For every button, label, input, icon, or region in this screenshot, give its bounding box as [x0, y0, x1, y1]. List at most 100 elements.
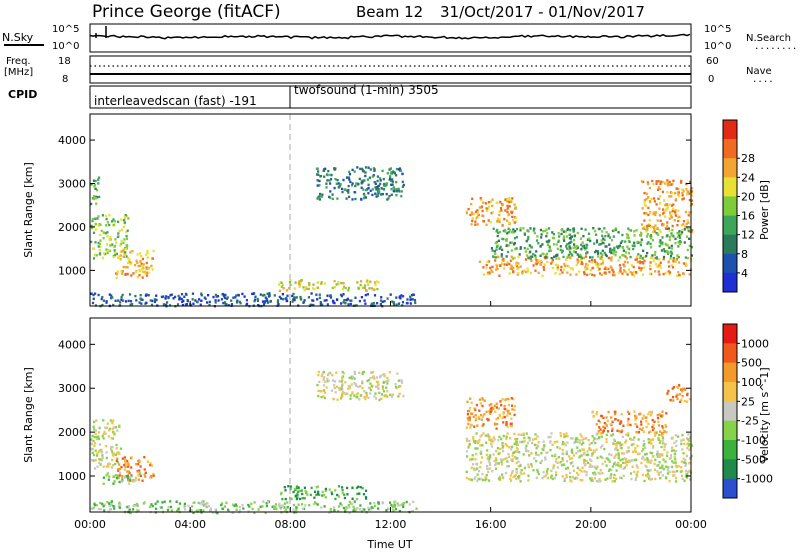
range-gate-cell — [676, 232, 679, 235]
range-gate-cell — [364, 397, 367, 401]
range-gate-cell — [676, 224, 679, 227]
range-gate-cell — [619, 476, 622, 479]
range-gate-cell — [373, 501, 376, 505]
range-gate-cell — [565, 432, 568, 435]
range-gate-cell — [506, 414, 509, 417]
range-gate-cell — [291, 300, 294, 303]
range-gate-cell — [642, 180, 645, 184]
range-gate-cell — [645, 212, 648, 215]
range-gate-cell — [474, 414, 477, 417]
range-gate-cell — [364, 196, 367, 199]
range-gate-cell — [127, 465, 130, 468]
range-gate-cell — [662, 458, 665, 461]
range-gate-cell — [569, 229, 572, 232]
range-gate-cell — [359, 283, 362, 287]
range-gate-cell — [128, 293, 132, 296]
range-gate-cell — [551, 258, 554, 261]
range-gate-cell — [682, 220, 685, 223]
range-gate-cell — [625, 270, 628, 274]
range-gate-cell — [109, 235, 112, 239]
range-gate-cell — [622, 254, 625, 257]
range-gate-cell — [544, 229, 547, 233]
range-gate-cell — [281, 283, 284, 287]
range-gate-cell — [129, 479, 132, 482]
range-gate-cell — [160, 295, 163, 299]
range-gate-cell — [120, 228, 124, 231]
range-gate-cell — [353, 394, 356, 397]
range-gate-cell — [582, 235, 585, 238]
range-gate-cell — [532, 229, 535, 232]
range-gate-cell — [330, 389, 333, 392]
range-gate-cell — [362, 188, 365, 191]
range-gate-cell — [340, 380, 343, 383]
range-gate-cell — [494, 259, 497, 262]
range-gate-cell — [167, 296, 170, 299]
range-gate-cell — [688, 448, 691, 452]
range-gate-cell — [262, 294, 265, 297]
range-gate-cell — [395, 180, 398, 184]
range-gate-cell — [556, 266, 559, 269]
range-gate-cell — [617, 454, 620, 457]
range-gate-cell — [677, 465, 680, 468]
range-gate-cell — [117, 469, 120, 472]
range-gate-cell — [172, 297, 175, 300]
range-gate-cell — [265, 504, 268, 508]
range-gate-cell — [486, 467, 489, 471]
range-gate-cell — [202, 509, 205, 512]
range-gate-cell — [576, 440, 579, 443]
range-gate-cell — [659, 230, 662, 234]
range-gate-cell — [362, 192, 366, 196]
range-gate-cell — [586, 244, 589, 247]
range-gate-cell — [169, 294, 172, 297]
range-gate-cell — [124, 266, 127, 269]
range-gate-cell — [101, 502, 104, 506]
range-gate-cell — [598, 263, 601, 266]
range-gate-cell — [668, 203, 672, 206]
range-gate-cell — [306, 493, 309, 496]
range-gate-cell — [315, 493, 318, 497]
range-gate-cell — [193, 501, 196, 504]
range-gate-cell — [373, 294, 377, 297]
range-gate-cell — [112, 426, 115, 429]
range-gate-cell — [357, 287, 360, 290]
range-gate-cell — [619, 241, 623, 244]
range-gate-cell — [112, 454, 115, 457]
range-gate-cell — [565, 235, 569, 238]
range-gate-cell — [200, 294, 203, 297]
range-gate-cell — [513, 455, 516, 459]
range-gate-cell — [648, 411, 651, 414]
range-gate-cell — [507, 452, 510, 456]
range-gate-cell — [488, 272, 491, 275]
range-gate-cell — [600, 239, 603, 242]
range-gate-cell — [284, 508, 287, 511]
range-gate-cell — [92, 453, 96, 457]
range-gate-cell — [634, 258, 637, 261]
range-gate-cell — [492, 255, 495, 258]
range-gate-cell — [91, 301, 95, 305]
range-gate-cell — [516, 273, 519, 276]
range-gate-cell — [681, 477, 684, 481]
range-gate-cell — [356, 183, 360, 186]
range-gate-cell — [647, 213, 650, 217]
range-gate-cell — [109, 446, 113, 450]
range-gate-cell — [318, 179, 321, 183]
range-gate-cell — [668, 246, 671, 249]
range-gate-cell — [598, 426, 601, 429]
range-gate-cell — [347, 384, 350, 388]
range-gate-cell — [370, 506, 373, 509]
range-gate-cell — [576, 446, 579, 449]
range-gate-cell — [402, 394, 405, 398]
range-gate-cell — [640, 241, 643, 244]
range-gate-cell — [580, 259, 583, 262]
range-gate-cell — [638, 427, 641, 431]
range-gate-cell — [353, 382, 356, 385]
range-gate-cell — [363, 390, 366, 393]
range-gate-cell — [529, 257, 532, 261]
range-gate-cell — [503, 457, 507, 461]
y-tick-label: 1000 — [58, 470, 86, 483]
range-gate-cell — [112, 504, 115, 508]
nave-label: Nave — [746, 66, 772, 77]
range-gate-cell — [542, 252, 545, 256]
range-gate-cell — [659, 239, 662, 242]
colorbar-tick-label: -100 — [741, 434, 766, 447]
